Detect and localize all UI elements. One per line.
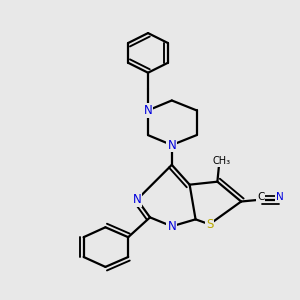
Text: C: C bbox=[257, 192, 265, 202]
Text: N: N bbox=[144, 104, 152, 117]
Text: N: N bbox=[167, 139, 176, 152]
Text: N: N bbox=[167, 220, 176, 233]
Text: CH₃: CH₃ bbox=[212, 156, 230, 166]
Text: N: N bbox=[133, 193, 142, 206]
Text: S: S bbox=[206, 218, 213, 231]
Text: N: N bbox=[276, 192, 284, 202]
